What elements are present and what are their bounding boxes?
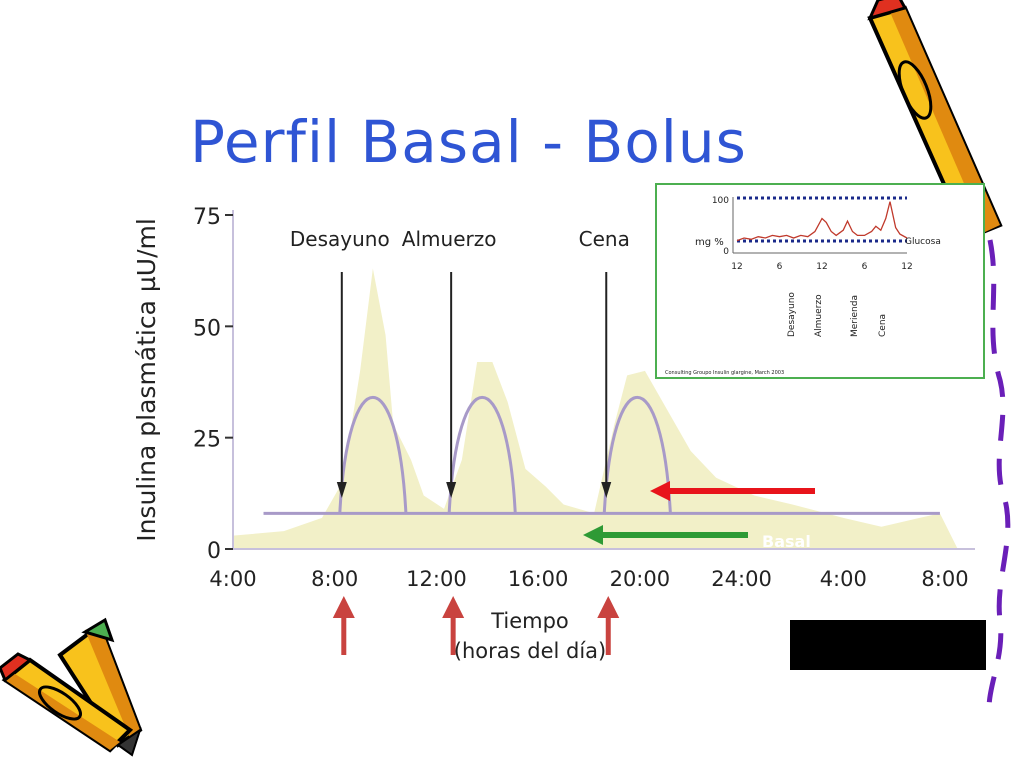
pencil-icon [867,0,1003,241]
meal-label-2: Cena [579,227,630,251]
meal-up-arrowhead-1 [442,596,465,618]
inset-glucose-line [736,201,908,242]
x-axis-label-line1: Tiempo [490,609,569,633]
inset-meal-label-0: Desayuno [787,292,797,337]
bolus-curve-2 [602,396,672,514]
y-tick-label: 75 [193,205,221,230]
inset-y-axis-label: mg % [695,237,724,248]
x-tick-label: 4:00 [209,567,256,591]
inset-x-tick-label: 6 [777,262,783,272]
inset-x-tick-label: 6 [862,262,868,272]
meal-label-0: Desayuno [290,227,390,251]
inset-x-tick-label: 12 [731,262,742,272]
x-tick-label: 4:00 [820,567,867,591]
decorative-line [986,239,1011,716]
bolus-curve-0 [338,396,408,514]
meal-up-arrowhead-0 [332,596,355,618]
x-tick-label: 16:00 [508,567,569,591]
x-tick-label: 20:00 [610,567,671,591]
x-tick-label: 24:00 [711,567,772,591]
x-tick-label: 8:00 [311,567,358,591]
pencil-icon [57,617,143,757]
inset-y-tick-label: 0 [723,247,729,257]
bolus-curve-1 [447,396,517,514]
inset-series-name: Glucosa [905,237,941,247]
inset-caption: Consulting Groupo Insulin glargine, Marc… [665,370,784,376]
inset-meal-label-2: Merienda [850,295,860,337]
y-tick-label: 25 [193,428,221,453]
x-tick-label: 8:00 [921,567,968,591]
meal-label-1: Almuerzo [402,227,497,251]
inset-y-tick-label: 100 [712,196,729,206]
basal-label: Basal [762,532,811,551]
y-tick-label: 50 [193,316,221,341]
slide-title: Perfil Basal - Bolus [190,108,747,176]
y-tick-label: 0 [207,539,221,564]
glucose-inset-chart: 0 100 12 6 12 6 12 Desayuno Almuerzo Merienda Cena… [655,183,985,379]
inset-x-tick-label: 12 [901,262,912,272]
y-axis-label: Insulina plasmática µU/ml [132,218,161,542]
inset-meal-label-1: Almuerzo [814,294,824,337]
meal-up-arrowhead-2 [597,596,620,618]
meal-arrowhead-0 [336,482,347,498]
inset-x-tick-label: 12 [816,262,827,272]
inset-meal-label-3: Cena [878,314,888,337]
meal-arrowhead-1 [446,482,457,498]
pencil-icon [0,652,134,753]
physiologic-insulin-area [233,268,958,549]
bolus-indicator-arrowhead [650,481,670,501]
x-tick-label: 12:00 [406,567,467,591]
meal-arrowhead-2 [601,482,612,498]
basal-indicator-arrowhead [583,525,603,545]
redacted-box [790,620,986,670]
x-axis-label-line2: (horas del día) [454,639,606,663]
